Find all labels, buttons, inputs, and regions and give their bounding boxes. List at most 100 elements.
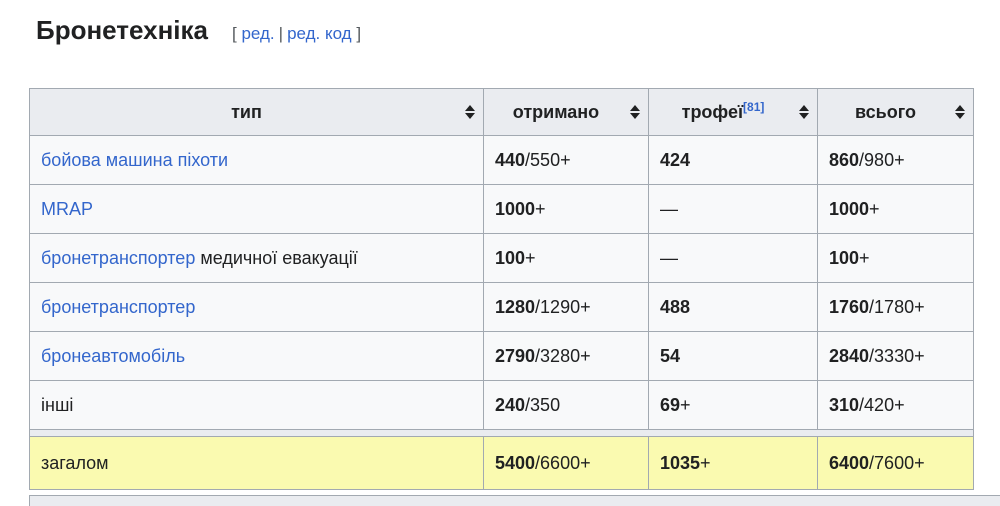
edit-divider: | <box>278 24 284 43</box>
armor-table: тип отримано трофеї[81] всього бойова ма… <box>29 88 974 490</box>
sort-up-icon <box>799 105 809 111</box>
column-header[interactable]: тип <box>29 88 484 136</box>
edit-section: [ ред. | ред. код ] <box>232 24 361 43</box>
cell-total: 860/980+ <box>817 135 974 185</box>
total-total-rest: /7600+ <box>869 452 925 473</box>
captured-bold: 54 <box>660 345 681 366</box>
total-bold: 100 <box>829 247 860 268</box>
total-captured-cell: 1035+ <box>648 436 818 490</box>
cell-received: 240/350 <box>483 380 649 430</box>
separator-row <box>29 429 974 437</box>
total-label: загалом <box>41 452 109 473</box>
cell-total: 310/420+ <box>817 380 974 430</box>
received-bold: 240 <box>495 394 526 415</box>
received-bold: 1000 <box>495 198 536 219</box>
table-row: бойова машина піхоти 440/550+ 424 860/98… <box>29 135 974 185</box>
total-rest: /420+ <box>859 394 905 415</box>
reference-link[interactable]: [81] <box>743 99 765 114</box>
total-received-cell: 5400/6600+ <box>483 436 649 490</box>
total-bold: 1000 <box>829 198 870 219</box>
cell-type: інші <box>29 380 484 430</box>
table-row: інші 240/350 69+ 310/420+ <box>29 380 974 430</box>
cell-captured: — <box>648 233 818 283</box>
received-rest: + <box>525 247 536 268</box>
sort-down-icon <box>955 113 965 119</box>
sort-arrows-icon <box>630 105 640 119</box>
received-rest: /550+ <box>525 149 571 170</box>
cell-total: 1000+ <box>817 184 974 234</box>
sort-up-icon <box>465 105 475 111</box>
type-plain-text: інші <box>41 394 74 415</box>
sort-up-icon <box>630 105 640 111</box>
total-rest: /1780+ <box>869 296 925 317</box>
cell-received: 440/550+ <box>483 135 649 185</box>
received-bold: 2790 <box>495 345 536 366</box>
captured-rest: — <box>660 247 678 268</box>
column-label: тип <box>231 101 262 122</box>
cell-type: бронетранспортер медичної евакуації <box>29 233 484 283</box>
sort-arrows-icon <box>799 105 809 119</box>
total-total-bold: 6400 <box>829 452 870 473</box>
cell-type: бронеавтомобіль <box>29 331 484 381</box>
cell-type: MRAP <box>29 184 484 234</box>
bracket-open: [ <box>231 24 237 43</box>
separator-cell <box>29 429 974 437</box>
total-bold: 2840 <box>829 345 870 366</box>
header-row: тип отримано трофеї[81] всього <box>29 88 974 136</box>
received-rest: /3280+ <box>535 345 591 366</box>
sort-down-icon <box>799 113 809 119</box>
sort-down-icon <box>465 113 475 119</box>
section-heading: Бронетехніка [ ред. | ред. код ] <box>36 15 1000 49</box>
column-label: всього <box>855 101 916 122</box>
received-rest: /350 <box>525 394 561 415</box>
total-rest: + <box>859 247 870 268</box>
cell-captured: 54 <box>648 331 818 381</box>
edit-source-link[interactable]: ред. код <box>287 24 352 43</box>
cell-captured: — <box>648 184 818 234</box>
type-link[interactable]: бронетранспортер <box>41 296 196 317</box>
cell-captured: 424 <box>648 135 818 185</box>
column-label: отримано <box>512 101 600 122</box>
type-link[interactable]: бронеавтомобіль <box>41 345 186 366</box>
edit-link[interactable]: ред. <box>241 24 275 43</box>
total-rest: /980+ <box>859 149 905 170</box>
column-header[interactable]: отримано <box>483 88 649 136</box>
cell-received: 2790/3280+ <box>483 331 649 381</box>
table-row: бронеавтомобіль 2790/3280+ 54 2840/3330+ <box>29 331 974 381</box>
total-bold: 1760 <box>829 296 870 317</box>
cell-received: 1280/1290+ <box>483 282 649 332</box>
total-received-bold: 5400 <box>495 452 536 473</box>
table-row: MRAP 1000+ — 1000+ <box>29 184 974 234</box>
type-link[interactable]: бойова машина піхоти <box>41 149 229 170</box>
sort-arrows-icon <box>465 105 475 119</box>
captured-bold: 488 <box>660 296 691 317</box>
total-rest: + <box>869 198 880 219</box>
column-label: трофеї <box>681 101 744 122</box>
type-link[interactable]: бронетранспортер <box>41 247 196 268</box>
table-row: бронетранспортер медичної евакуації 100+… <box>29 233 974 283</box>
received-bold: 1280 <box>495 296 536 317</box>
cell-received: 1000+ <box>483 184 649 234</box>
captured-rest: + <box>680 394 691 415</box>
cell-type: бронетранспортер <box>29 282 484 332</box>
next-table-header-cutoff <box>29 495 1000 506</box>
total-total-cell: 6400/7600+ <box>817 436 974 490</box>
captured-bold: 424 <box>660 149 691 170</box>
cell-total: 1760/1780+ <box>817 282 974 332</box>
total-rest: /3330+ <box>869 345 925 366</box>
total-label-cell: загалом <box>29 436 484 490</box>
cell-type: бойова машина піхоти <box>29 135 484 185</box>
section-title: Бронетехніка <box>36 15 208 45</box>
bracket-close: ] <box>356 24 362 43</box>
table-body: бойова машина піхоти 440/550+ 424 860/98… <box>29 135 974 430</box>
table-footer: загалом 5400/6600+ 1035+ 6400/7600+ <box>29 429 974 490</box>
received-rest: + <box>535 198 546 219</box>
total-bold: 860 <box>829 149 860 170</box>
column-header[interactable]: трофеї[81] <box>648 88 818 136</box>
sort-up-icon <box>955 105 965 111</box>
total-row: загалом 5400/6600+ 1035+ 6400/7600+ <box>29 436 974 490</box>
total-captured-bold: 1035 <box>660 452 701 473</box>
type-link[interactable]: MRAP <box>41 198 94 219</box>
column-header[interactable]: всього <box>817 88 974 136</box>
total-captured-rest: + <box>700 452 711 473</box>
